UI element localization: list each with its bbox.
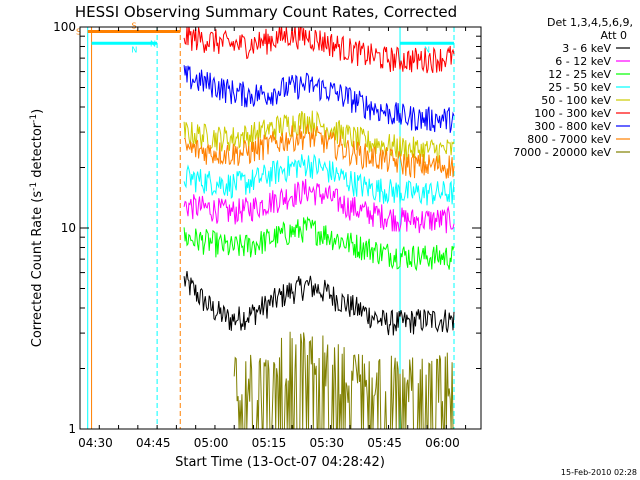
legend-label: 50 - 100 keV xyxy=(541,94,611,107)
y-tick-label: 1 xyxy=(68,422,76,436)
series-layer xyxy=(183,27,455,429)
legend-label: 300 - 800 keV xyxy=(534,120,611,133)
plot-frame xyxy=(79,26,482,430)
legend-header-line2: Att 0 xyxy=(601,29,627,42)
y-axis-label-suffix: ) xyxy=(30,109,45,114)
x-tick-label: 06:00 xyxy=(425,436,460,450)
x-tick-label: 05:45 xyxy=(367,436,402,450)
flag-label-0: S xyxy=(131,21,136,30)
flag-label-1: N xyxy=(131,45,137,54)
series-line-3 xyxy=(183,153,455,206)
legend-header-line1: Det 1,3,4,5,6,9, xyxy=(547,16,633,29)
series-line-8 xyxy=(233,331,454,429)
y-tick-label: 100 xyxy=(53,20,76,34)
series-line-2 xyxy=(183,215,455,272)
chart-title: HESSI Observing Summary Count Rates, Cor… xyxy=(75,3,457,21)
x-tick-label: 05:15 xyxy=(252,436,287,450)
y-tick-label: 10 xyxy=(61,221,76,235)
y-axis-label-sup2: -1 xyxy=(29,114,39,123)
series-line-6 xyxy=(183,65,455,133)
flag-bars: S N N S N xyxy=(76,21,455,54)
flag-label-2: N xyxy=(424,45,430,54)
x-axis-label: Start Time (13-Oct-07 04:28:42) xyxy=(175,455,385,470)
series-line-7 xyxy=(184,124,455,179)
series-line-5 xyxy=(183,27,455,74)
flag-letter-s: S xyxy=(76,27,81,36)
series-line-0 xyxy=(183,271,455,336)
x-tick-label: 04:30 xyxy=(78,436,113,450)
x-tick-label: 05:00 xyxy=(194,436,229,450)
series-line-1 xyxy=(183,178,455,234)
flag-letter-n: N xyxy=(150,39,156,48)
x-tick-label: 05:30 xyxy=(309,436,344,450)
legend-label: 3 - 6 keV xyxy=(562,42,611,55)
y-axis-label-prefix: Corrected Count Rate (s xyxy=(30,191,45,348)
y-axis-label: Corrected Count Rate (s-1 detector-1) xyxy=(29,109,45,347)
legend-label: 7000 - 20000 keV xyxy=(513,146,611,159)
plot-timestamp: 15-Feb-2010 02:28 xyxy=(561,468,637,477)
x-axis: 04:30 04:45 05:00 05:15 05:30 05:45 06:00 xyxy=(78,27,467,450)
y-axis: 1 10 100 xyxy=(53,20,481,436)
series-line-4 xyxy=(183,110,455,164)
legend-label: 25 - 50 keV xyxy=(548,81,611,94)
y-axis-label-mid: detector xyxy=(30,122,45,182)
legend-label: 6 - 12 keV xyxy=(555,55,611,68)
y-axis-label-sup1: -1 xyxy=(29,182,39,191)
legend-label: 800 - 7000 keV xyxy=(527,133,611,146)
legend-label: 100 - 300 keV xyxy=(534,107,611,120)
legend-label: 12 - 25 keV xyxy=(548,68,611,81)
x-tick-label: 04:45 xyxy=(136,436,171,450)
